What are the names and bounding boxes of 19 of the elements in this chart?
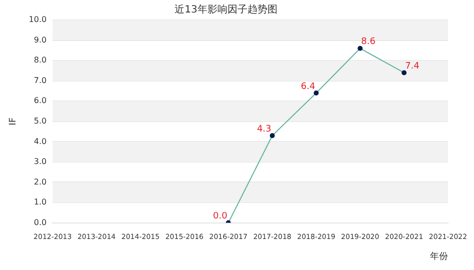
data-label: 6.4 bbox=[300, 82, 316, 92]
y-tick-label: 1.0 bbox=[34, 198, 47, 207]
data-label: 0.0 bbox=[213, 212, 228, 222]
x-axis-title: 年份 bbox=[430, 250, 448, 262]
y-tick-label: 9.0 bbox=[34, 35, 47, 44]
y-tick-label: 8.0 bbox=[34, 56, 47, 65]
y-tick-label: 3.0 bbox=[34, 157, 47, 166]
y-tick-label: 2.0 bbox=[34, 177, 47, 186]
y-axis-title: IF bbox=[8, 117, 19, 126]
data-label: 4.3 bbox=[256, 124, 272, 134]
data-label: 7.4 bbox=[405, 62, 420, 72]
y-tick-label: 7.0 bbox=[34, 76, 47, 85]
y-tick-label: 10.0 bbox=[28, 15, 47, 24]
y-tick-label: 4.0 bbox=[34, 136, 47, 146]
chart-title: 近13年影响因子趋势图 bbox=[174, 4, 278, 16]
y-tick-label: 0.0 bbox=[34, 218, 47, 227]
data-label: 8.6 bbox=[361, 37, 376, 48]
y-tick-label: 5.0 bbox=[34, 116, 47, 126]
y-tick-label: 6.0 bbox=[34, 96, 47, 106]
